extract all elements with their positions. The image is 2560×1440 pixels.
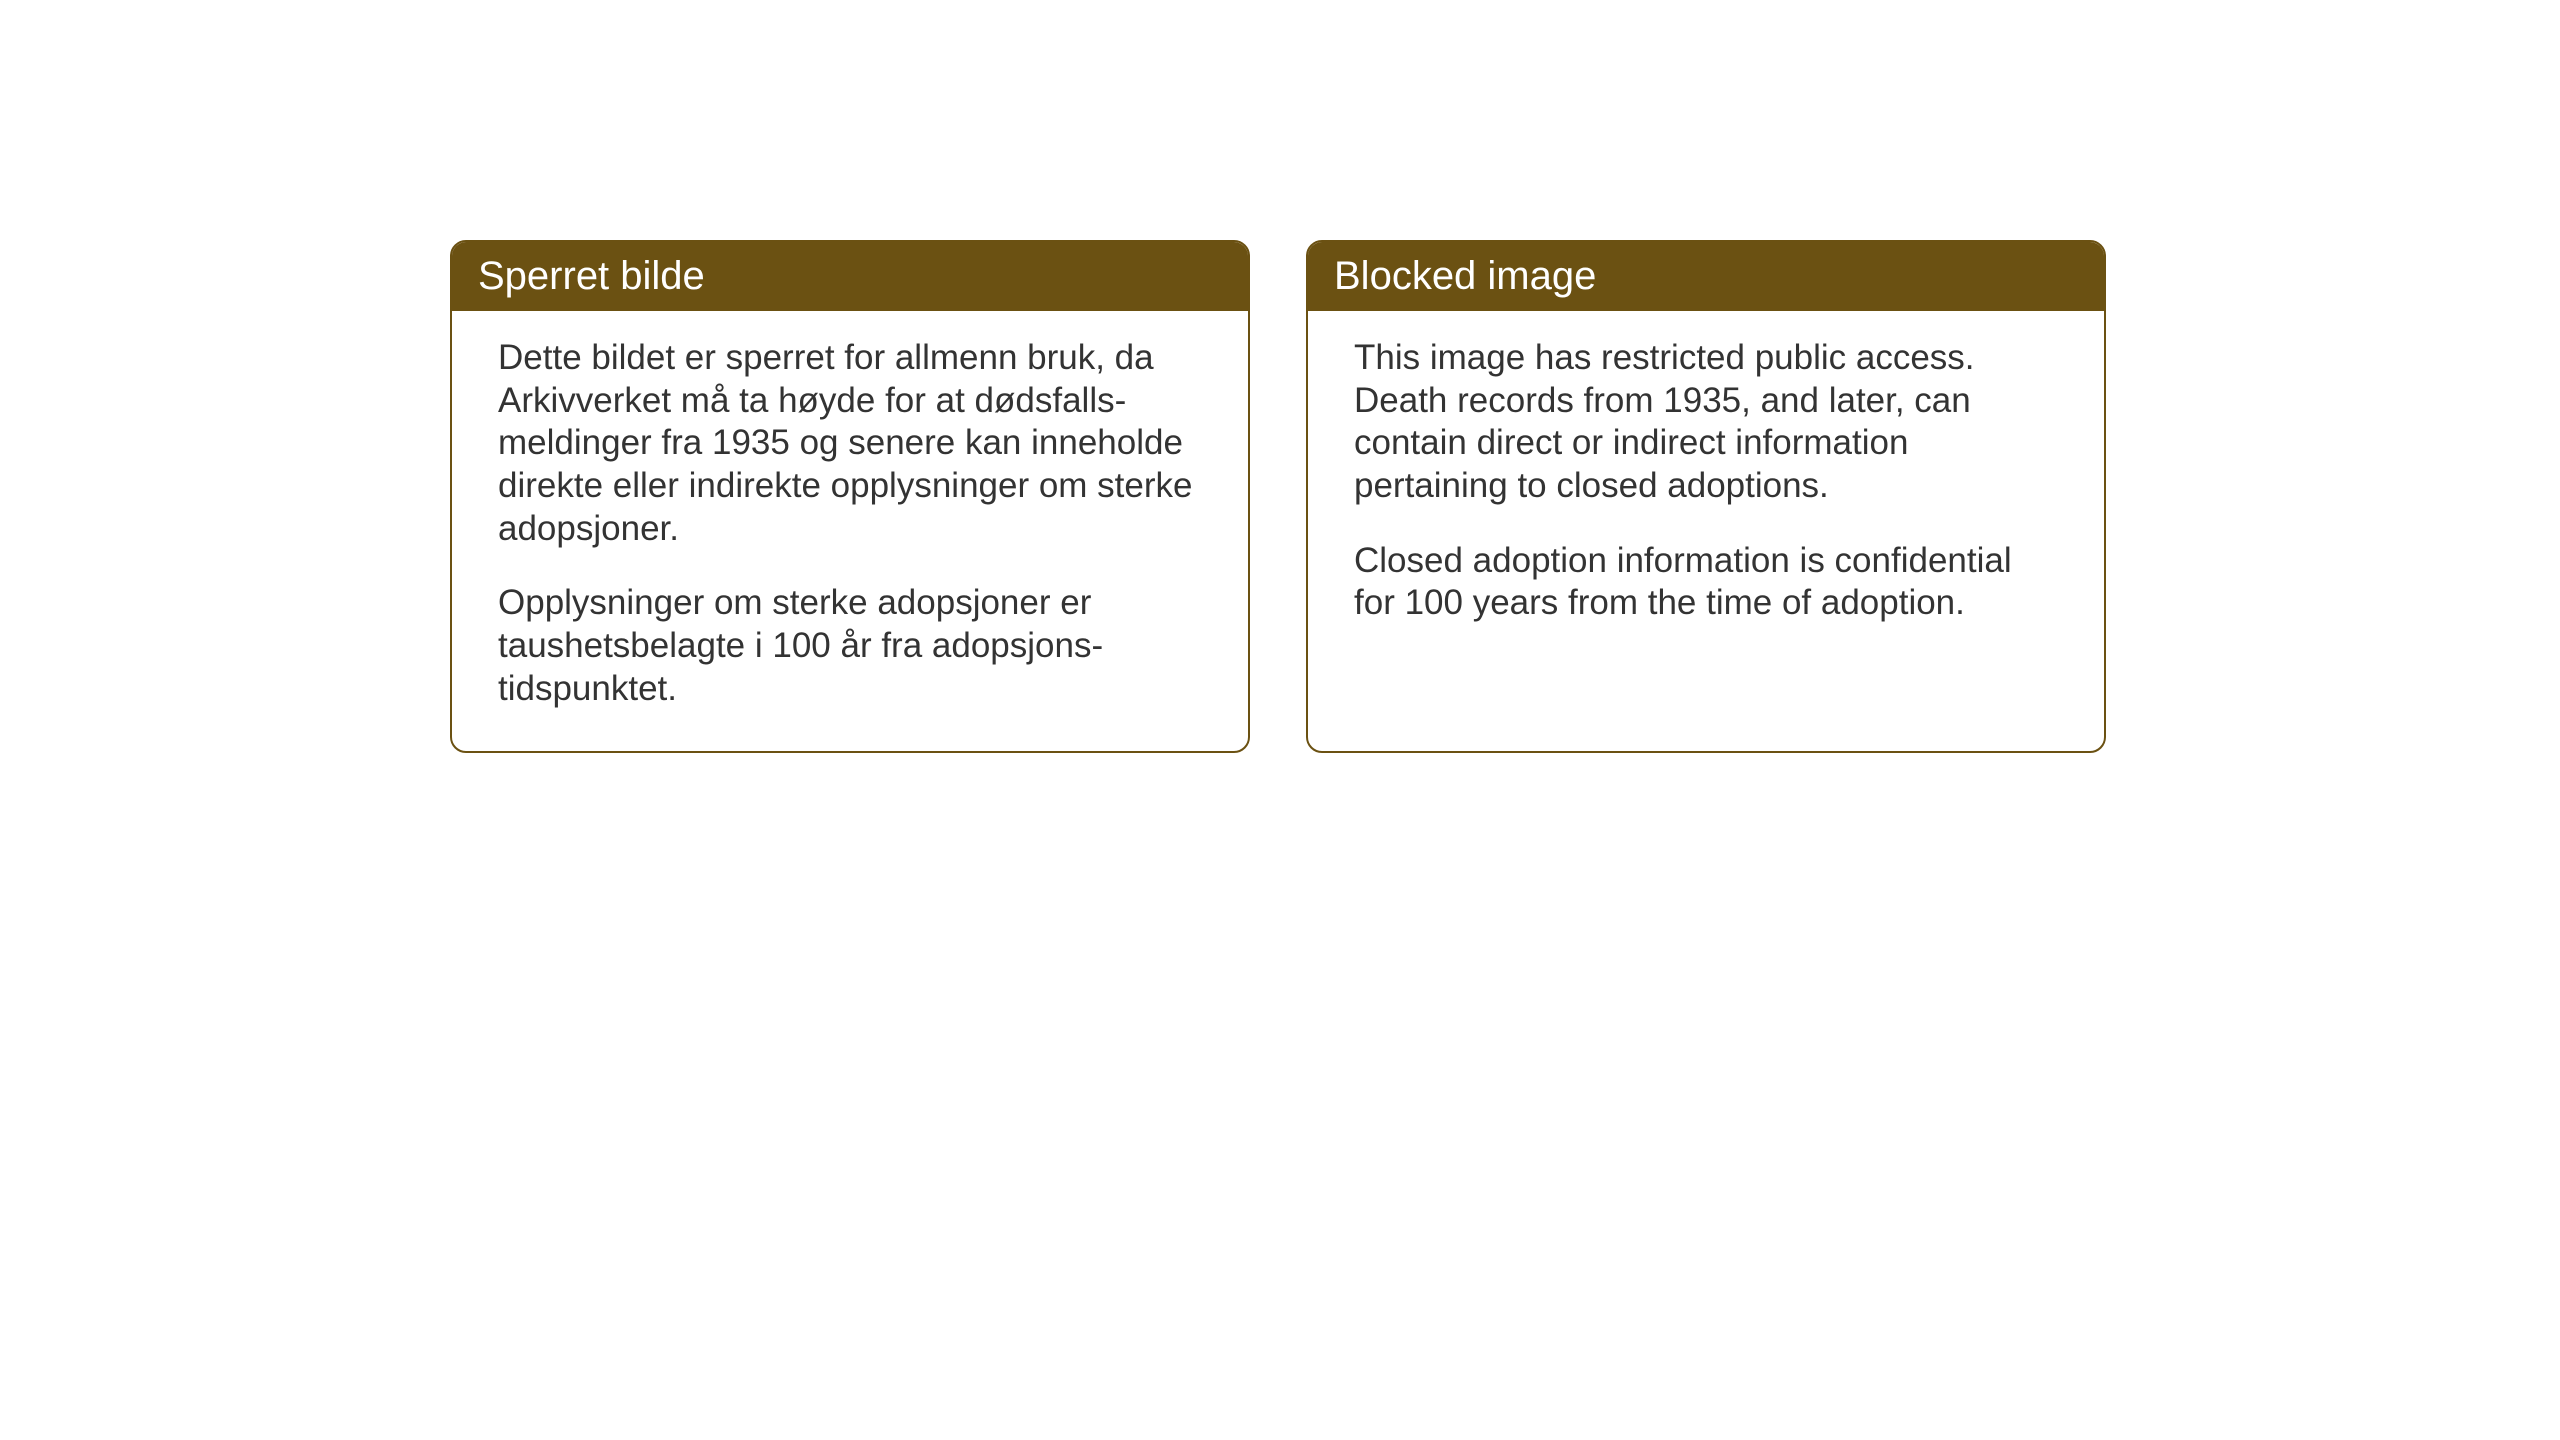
english-paragraph-2: Closed adoption information is confident… [1354, 540, 2058, 625]
english-card-title: Blocked image [1308, 242, 2104, 311]
english-notice-card: Blocked image This image has restricted … [1306, 240, 2106, 753]
norwegian-notice-card: Sperret bilde Dette bildet er sperret fo… [450, 240, 1250, 753]
norwegian-card-title: Sperret bilde [452, 242, 1248, 311]
english-paragraph-1: This image has restricted public access.… [1354, 337, 2058, 508]
norwegian-paragraph-1: Dette bildet er sperret for allmenn bruk… [498, 337, 1202, 550]
norwegian-card-body: Dette bildet er sperret for allmenn bruk… [452, 311, 1248, 751]
norwegian-paragraph-2: Opplysninger om sterke adopsjoner er tau… [498, 582, 1202, 710]
english-card-body: This image has restricted public access.… [1308, 311, 2104, 665]
notice-container: Sperret bilde Dette bildet er sperret fo… [0, 0, 2560, 753]
